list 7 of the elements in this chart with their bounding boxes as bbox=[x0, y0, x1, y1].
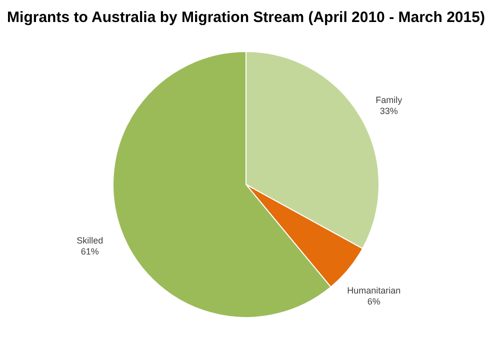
data-label: 6% bbox=[367, 296, 380, 306]
slice-label: Skilled bbox=[76, 236, 104, 246]
chart-title: Migrants to Australia by Migration Stream (April 2010 - March 2015) bbox=[7, 9, 485, 26]
slice-label: Humanitarian bbox=[347, 285, 401, 296]
data-label: 61% bbox=[80, 246, 99, 257]
data-label: 33% bbox=[380, 106, 398, 116]
slice-label: Family bbox=[376, 95, 403, 105]
